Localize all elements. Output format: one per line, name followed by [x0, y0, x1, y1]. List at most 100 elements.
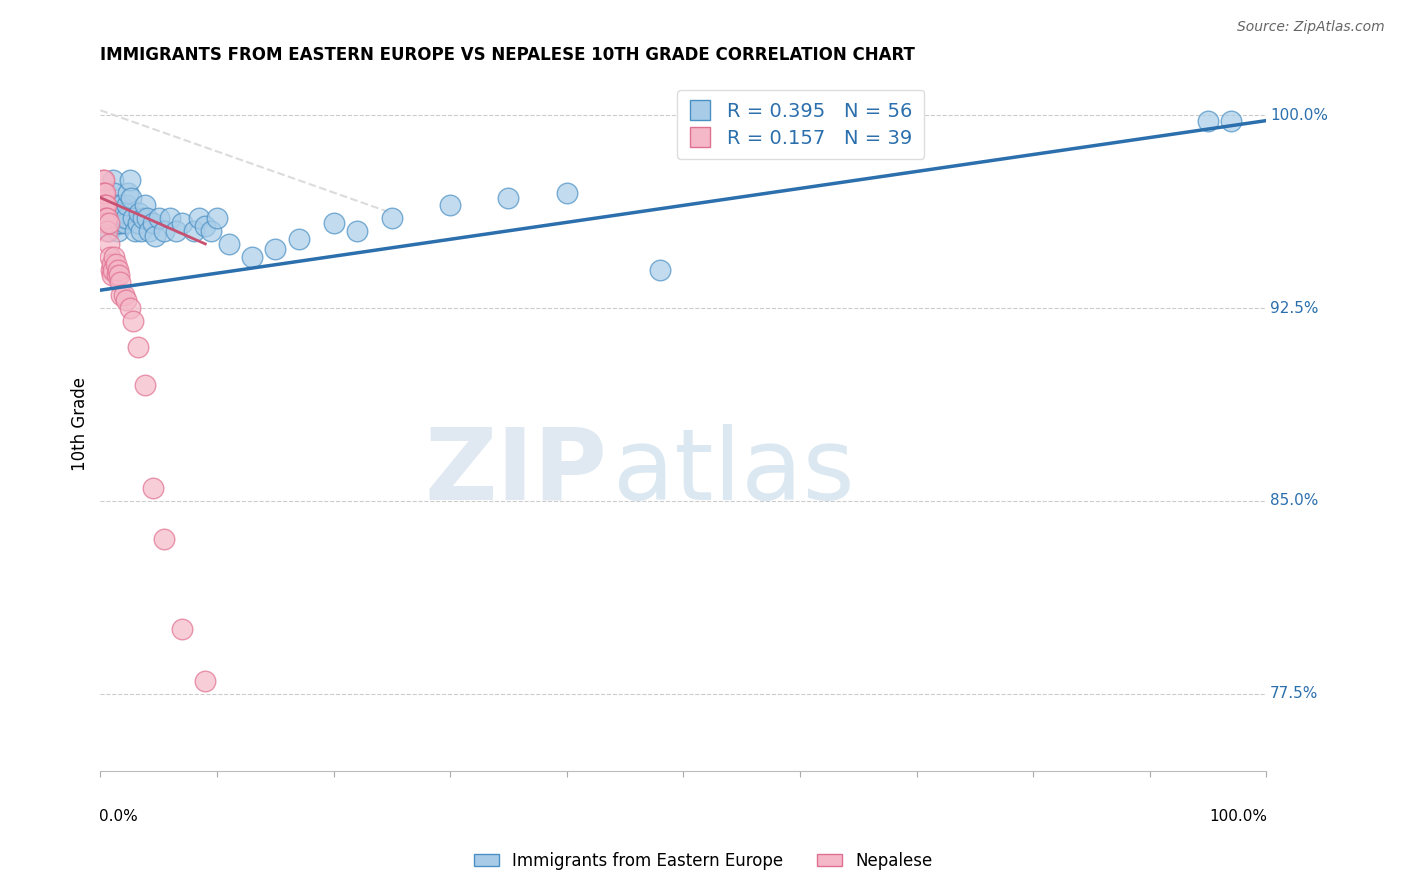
Point — [91, 186, 114, 200]
Point — [104, 257, 127, 271]
Point — [205, 211, 228, 226]
Point — [107, 262, 129, 277]
Point — [105, 268, 128, 282]
Point — [134, 198, 156, 212]
Point — [120, 191, 142, 205]
Point — [115, 198, 138, 212]
Point — [122, 211, 145, 226]
Point — [91, 198, 114, 212]
Point — [103, 186, 125, 200]
Point — [115, 211, 138, 226]
Point — [96, 198, 118, 212]
Point — [101, 257, 124, 271]
Point — [218, 236, 240, 251]
Point — [115, 293, 138, 308]
Text: 85.0%: 85.0% — [1270, 493, 1319, 508]
Point — [110, 288, 132, 302]
Point — [132, 211, 155, 226]
Point — [555, 186, 578, 200]
Point — [96, 216, 118, 230]
Point — [112, 288, 135, 302]
Text: 100.0%: 100.0% — [1209, 809, 1268, 824]
Point — [264, 242, 287, 256]
Text: IMMIGRANTS FROM EASTERN EUROPE VS NEPALESE 10TH GRADE CORRELATION CHART: IMMIGRANTS FROM EASTERN EUROPE VS NEPALE… — [100, 46, 915, 64]
Point — [101, 268, 124, 282]
Point — [103, 250, 125, 264]
Point — [104, 198, 127, 212]
Point — [101, 198, 124, 212]
Text: ZIP: ZIP — [425, 424, 607, 521]
Point — [142, 216, 165, 230]
Point — [127, 216, 149, 230]
Point — [108, 268, 131, 282]
Point — [93, 172, 115, 186]
Point — [194, 219, 217, 233]
Point — [94, 186, 117, 200]
Point — [124, 224, 146, 238]
Point — [122, 314, 145, 328]
Point — [112, 206, 135, 220]
Text: 0.0%: 0.0% — [100, 809, 138, 824]
Point — [188, 211, 211, 226]
Legend: R = 0.395   N = 56, R = 0.157   N = 39: R = 0.395 N = 56, R = 0.157 N = 39 — [676, 90, 924, 159]
Point — [97, 224, 120, 238]
Point — [97, 236, 120, 251]
Point — [98, 216, 121, 230]
Point — [96, 211, 118, 226]
Point — [138, 224, 160, 238]
Point — [117, 186, 139, 200]
Point — [118, 172, 141, 186]
Point — [128, 206, 150, 220]
Text: 92.5%: 92.5% — [1270, 301, 1319, 316]
Point — [97, 216, 120, 230]
Point — [91, 172, 114, 186]
Point — [108, 216, 131, 230]
Point — [170, 623, 193, 637]
Point — [136, 211, 159, 226]
Point — [170, 216, 193, 230]
Point — [105, 211, 128, 226]
Point — [96, 224, 118, 238]
Point — [322, 216, 344, 230]
Point — [159, 211, 181, 226]
Text: Source: ZipAtlas.com: Source: ZipAtlas.com — [1237, 20, 1385, 34]
Point — [498, 191, 520, 205]
Point — [439, 198, 461, 212]
Point — [346, 224, 368, 238]
Point — [143, 229, 166, 244]
Point — [134, 378, 156, 392]
Text: 100.0%: 100.0% — [1270, 108, 1327, 123]
Point — [98, 250, 121, 264]
Point — [118, 301, 141, 315]
Point — [94, 198, 117, 212]
Point — [114, 216, 136, 230]
Point — [93, 186, 115, 200]
Point — [648, 262, 671, 277]
Point — [90, 198, 112, 212]
Point — [101, 262, 124, 277]
Point — [108, 276, 131, 290]
Point — [108, 216, 131, 230]
Point — [96, 211, 118, 226]
Point — [111, 211, 134, 226]
Point — [153, 224, 176, 238]
Text: 77.5%: 77.5% — [1270, 686, 1319, 701]
Point — [287, 232, 309, 246]
Point — [240, 250, 263, 264]
Point — [93, 198, 115, 212]
Point — [142, 481, 165, 495]
Point — [129, 224, 152, 238]
Point — [110, 198, 132, 212]
Point — [148, 211, 170, 226]
Point — [100, 262, 122, 277]
Text: atlas: atlas — [613, 424, 855, 521]
Point — [1197, 113, 1219, 128]
Point — [153, 533, 176, 547]
Point — [107, 224, 129, 238]
Point — [127, 340, 149, 354]
Point — [381, 211, 404, 226]
Point — [90, 211, 112, 226]
Point — [165, 224, 187, 238]
Y-axis label: 10th Grade: 10th Grade — [72, 376, 89, 471]
Point — [107, 216, 129, 230]
